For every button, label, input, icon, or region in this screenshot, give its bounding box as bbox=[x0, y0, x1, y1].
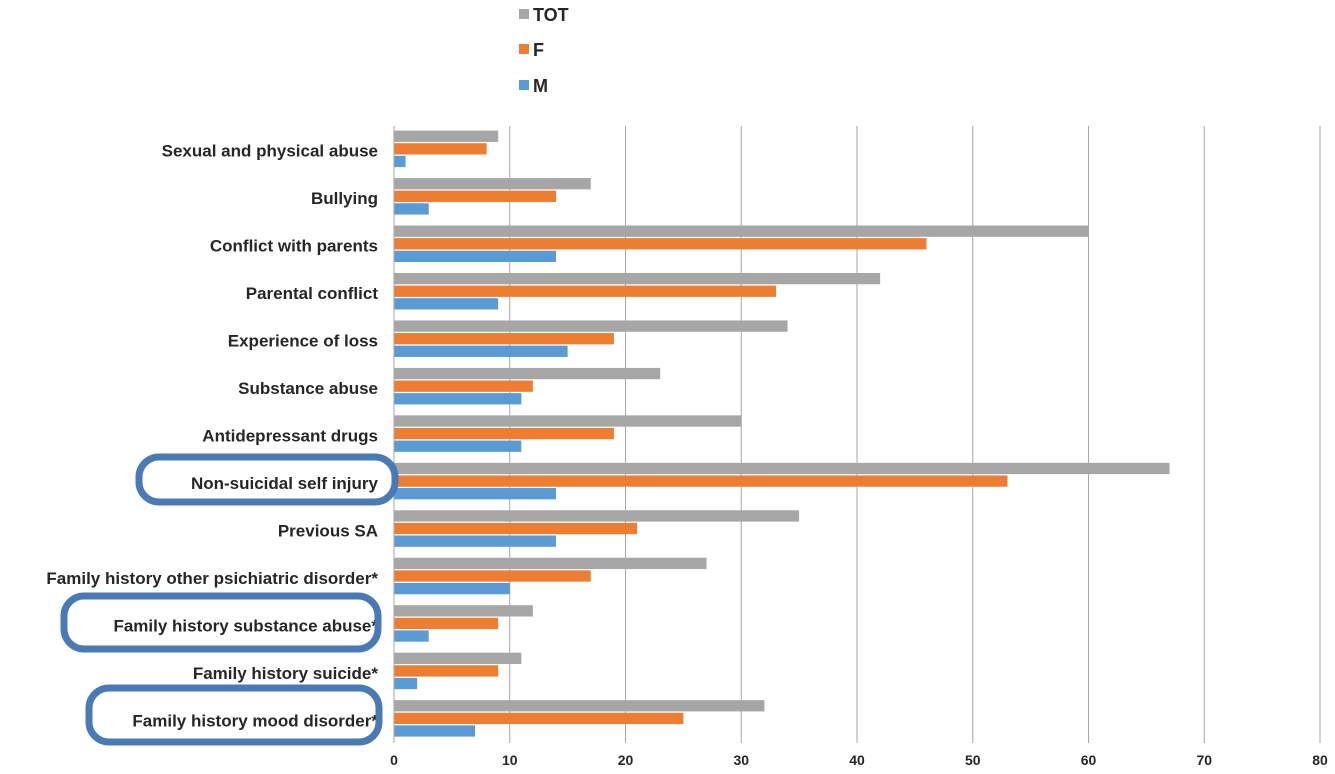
x-tick-label: 40 bbox=[849, 752, 865, 768]
category-label: Bullying bbox=[311, 189, 378, 208]
bar-m-non-suicidal-self-injury bbox=[394, 488, 557, 500]
bar-tot-family-history-mood-disorder bbox=[394, 700, 765, 712]
bar-f-non-suicidal-self-injury bbox=[394, 475, 1008, 487]
category-label: Previous SA bbox=[278, 521, 378, 540]
bar-tot-family-history-other-psichiatric-disorder bbox=[394, 557, 707, 570]
bar-m-family-history-other-psichiatric-disorder bbox=[394, 582, 510, 595]
bar-tot-bullying bbox=[394, 178, 591, 190]
bar-f-substance-abuse bbox=[394, 380, 533, 392]
category-label: Family history suicide* bbox=[193, 664, 379, 683]
category-label: Antidepressant drugs bbox=[202, 427, 378, 446]
bar-tot-experience-of-loss bbox=[394, 320, 788, 332]
bar-m-bullying bbox=[394, 203, 429, 215]
bar-m-family-history-mood-disorder bbox=[394, 725, 476, 737]
bar-tot-conflict-with-parents bbox=[394, 225, 1089, 237]
x-tick-label: 60 bbox=[1081, 752, 1097, 768]
bar-f-antidepressant-drugs bbox=[394, 427, 614, 440]
bar-f-conflict-with-parents bbox=[394, 238, 927, 250]
bar-f-bullying bbox=[394, 190, 557, 202]
bar-m-experience-of-loss bbox=[394, 345, 568, 357]
bar-m-family-history-suicide bbox=[394, 677, 418, 690]
bar-m-conflict-with-parents bbox=[394, 250, 557, 263]
x-tick-label: 0 bbox=[390, 752, 398, 768]
legend-label: F bbox=[533, 40, 544, 60]
bar-tot-non-suicidal-self-injury bbox=[394, 462, 1170, 475]
bar-m-family-history-substance-abuse bbox=[394, 630, 429, 642]
x-tick-label: 10 bbox=[502, 752, 518, 768]
bar-tot-substance-abuse bbox=[394, 367, 661, 380]
category-label: Non-suicidal self injury bbox=[191, 474, 379, 493]
category-label: Conflict with parents bbox=[210, 237, 378, 256]
category-label: Sexual and physical abuse bbox=[162, 142, 378, 161]
bar-m-substance-abuse bbox=[394, 393, 522, 405]
bar-f-family-history-mood-disorder bbox=[394, 712, 684, 725]
category-label: Family history mood disorder* bbox=[132, 711, 378, 730]
category-label: Family history substance abuse* bbox=[113, 616, 378, 635]
bar-m-sexual-and-physical-abuse bbox=[394, 155, 406, 168]
x-tick-label: 20 bbox=[618, 752, 634, 768]
category-label: Substance abuse bbox=[238, 379, 378, 398]
legend-swatch-tot bbox=[519, 9, 529, 19]
category-label: Parental conflict bbox=[246, 284, 379, 303]
x-tick-label: 70 bbox=[1196, 752, 1212, 768]
bar-tot-family-history-substance-abuse bbox=[394, 605, 533, 617]
bar-tot-sexual-and-physical-abuse bbox=[394, 130, 499, 142]
legend-label: TOT bbox=[533, 5, 569, 25]
bar-f-family-history-suicide bbox=[394, 665, 499, 677]
highlight-box-family-history-substance-abuse bbox=[60, 592, 382, 653]
highlight-box-non-suicidal-self-injury bbox=[135, 453, 399, 506]
legend-label: M bbox=[533, 76, 548, 96]
bar-tot-parental-conflict bbox=[394, 272, 881, 285]
legend-swatch-f bbox=[519, 44, 529, 54]
legend-swatch-m bbox=[519, 80, 529, 90]
bar-tot-previous-sa bbox=[394, 510, 800, 522]
bar-f-family-history-other-psichiatric-disorder bbox=[394, 570, 591, 582]
highlight-box-family-history-mood-disorder bbox=[85, 684, 383, 746]
bar-m-antidepressant-drugs bbox=[394, 440, 522, 452]
bar-m-parental-conflict bbox=[394, 298, 499, 310]
bar-tot-family-history-suicide bbox=[394, 652, 522, 664]
bar-tot-antidepressant-drugs bbox=[394, 415, 742, 427]
x-tick-label: 80 bbox=[1312, 752, 1328, 768]
x-tick-label: 50 bbox=[965, 752, 981, 768]
category-label: Experience of loss bbox=[228, 332, 378, 351]
bar-m-previous-sa bbox=[394, 535, 557, 547]
category-label: Family history other psichiatric disorde… bbox=[46, 569, 378, 588]
bar-f-experience-of-loss bbox=[394, 333, 614, 345]
bar-f-parental-conflict bbox=[394, 285, 776, 297]
bar-f-family-history-substance-abuse bbox=[394, 617, 499, 630]
bar-f-previous-sa bbox=[394, 522, 638, 535]
bar-f-sexual-and-physical-abuse bbox=[394, 143, 487, 155]
x-tick-label: 30 bbox=[733, 752, 749, 768]
